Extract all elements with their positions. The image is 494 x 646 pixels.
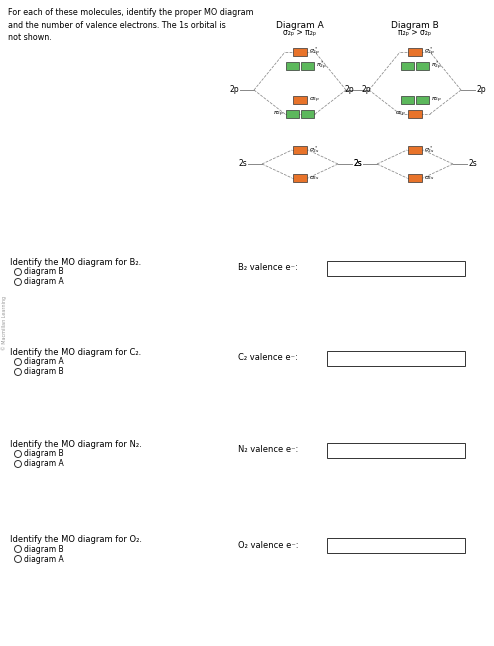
Text: diagram B: diagram B (24, 267, 64, 276)
Text: B₂ valence e⁻:: B₂ valence e⁻: (238, 264, 298, 273)
Text: O₂ valence e⁻:: O₂ valence e⁻: (238, 541, 298, 550)
Text: 2s: 2s (353, 160, 362, 169)
Bar (327, 351, 465, 366)
Text: C₂ valence e⁻:: C₂ valence e⁻: (238, 353, 298, 362)
Text: diagram B: diagram B (24, 545, 64, 554)
Bar (408, 146, 422, 154)
Bar (327, 261, 465, 276)
Bar (408, 174, 422, 182)
Bar (293, 146, 307, 154)
Text: $\pi_{2p}$: $\pi_{2p}$ (431, 96, 442, 105)
Text: Diagram A: Diagram A (276, 21, 324, 30)
Bar (416, 96, 429, 104)
Text: Diagram B: Diagram B (391, 21, 439, 30)
Text: 2p: 2p (344, 85, 354, 94)
Text: $\sigma_{2p}$: $\sigma_{2p}$ (309, 96, 320, 105)
Bar (408, 48, 422, 56)
Text: $\sigma_{2s}$: $\sigma_{2s}$ (424, 174, 435, 182)
Text: $\pi_{2p}$: $\pi_{2p}$ (273, 109, 284, 119)
Text: 2p: 2p (361, 85, 370, 94)
Text: 2s: 2s (238, 160, 247, 169)
Text: N₂ valence e⁻:: N₂ valence e⁻: (238, 446, 298, 455)
Bar (401, 62, 414, 70)
Bar (327, 443, 465, 458)
Text: 2s: 2s (468, 160, 477, 169)
Bar (293, 174, 307, 182)
Bar (327, 538, 465, 553)
Text: Identify the MO diagram for B₂.: Identify the MO diagram for B₂. (10, 258, 141, 267)
Text: $\sigma^*_{2s}$: $\sigma^*_{2s}$ (424, 145, 435, 156)
Text: 2p: 2p (229, 85, 239, 94)
Text: Identify the MO diagram for C₂.: Identify the MO diagram for C₂. (10, 348, 141, 357)
Bar (416, 62, 429, 70)
Text: Identify the MO diagram for O₂.: Identify the MO diagram for O₂. (10, 535, 142, 544)
Text: $\sigma_{2s}$: $\sigma_{2s}$ (309, 174, 320, 182)
Text: π₂ₚ > σ₂ₚ: π₂ₚ > σ₂ₚ (399, 28, 432, 37)
Text: 2p: 2p (476, 85, 486, 94)
Text: diagram A: diagram A (24, 278, 64, 286)
Text: $\pi^*_{2p}$: $\pi^*_{2p}$ (431, 60, 442, 72)
Bar (286, 110, 299, 118)
Text: For each of these molecules, identify the proper MO diagram
and the number of va: For each of these molecules, identify th… (8, 8, 253, 42)
Bar (408, 110, 422, 118)
Bar (301, 110, 314, 118)
Text: diagram B: diagram B (24, 368, 64, 377)
Bar (301, 62, 314, 70)
Text: diagram A: diagram A (24, 459, 64, 468)
Bar (293, 48, 307, 56)
Text: diagram B: diagram B (24, 450, 64, 459)
Text: © Macmillan Learning: © Macmillan Learning (1, 296, 7, 350)
Bar (286, 62, 299, 70)
Bar (293, 96, 307, 104)
Text: $\sigma^*_{2p}$: $\sigma^*_{2p}$ (424, 46, 435, 58)
Bar (401, 96, 414, 104)
Text: $\sigma_{2p}$: $\sigma_{2p}$ (395, 109, 406, 119)
Text: $\sigma^*_{2p}$: $\sigma^*_{2p}$ (309, 46, 320, 58)
Text: Identify the MO diagram for N₂.: Identify the MO diagram for N₂. (10, 440, 142, 449)
Text: σ₂ₚ > π₂ₚ: σ₂ₚ > π₂ₚ (284, 28, 317, 37)
Text: $\pi^*_{2p}$: $\pi^*_{2p}$ (316, 60, 327, 72)
Text: $\sigma^*_{2s}$: $\sigma^*_{2s}$ (309, 145, 320, 156)
Text: diagram A: diagram A (24, 554, 64, 563)
Text: diagram A: diagram A (24, 357, 64, 366)
Text: 2s: 2s (353, 160, 362, 169)
